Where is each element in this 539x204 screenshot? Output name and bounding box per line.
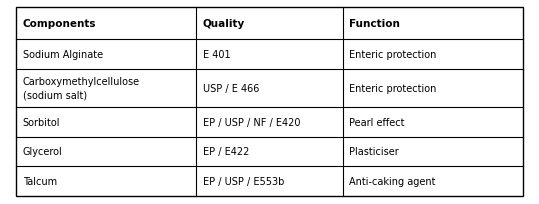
Text: Enteric protection: Enteric protection [349, 50, 437, 60]
Text: Function: Function [349, 19, 400, 29]
Text: Plasticiser: Plasticiser [349, 147, 399, 157]
Text: Anti-caking agent: Anti-caking agent [349, 176, 436, 186]
Text: Quality: Quality [203, 19, 245, 29]
Text: Components: Components [23, 19, 96, 29]
Text: Sorbitol: Sorbitol [23, 117, 60, 127]
Text: Carboxymethylcellulose
(sodium salt): Carboxymethylcellulose (sodium salt) [23, 77, 140, 100]
Text: Enteric protection: Enteric protection [349, 83, 437, 93]
Text: Talcum: Talcum [23, 176, 57, 186]
Text: EP / USP / NF / E420: EP / USP / NF / E420 [203, 117, 300, 127]
Text: Sodium Alginate: Sodium Alginate [23, 50, 103, 60]
Text: EP / E422: EP / E422 [203, 147, 249, 157]
Text: E 401: E 401 [203, 50, 230, 60]
Text: USP / E 466: USP / E 466 [203, 83, 259, 93]
Text: Glycerol: Glycerol [23, 147, 63, 157]
Text: Pearl effect: Pearl effect [349, 117, 405, 127]
Text: EP / USP / E553b: EP / USP / E553b [203, 176, 284, 186]
